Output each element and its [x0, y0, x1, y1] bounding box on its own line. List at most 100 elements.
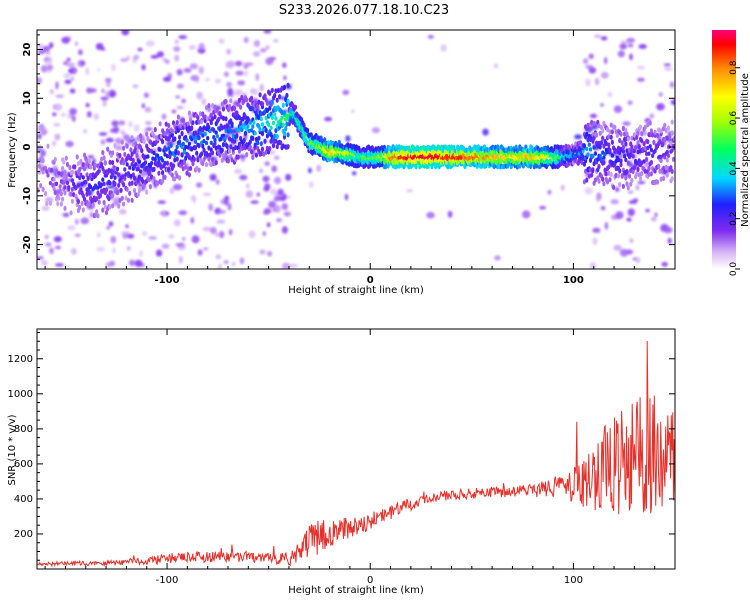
heatmap-cell — [242, 124, 246, 130]
heatmap-cell — [271, 120, 276, 126]
heatmap-cell — [649, 128, 654, 134]
heatmap-cell — [583, 58, 589, 64]
heatmap-cell — [173, 219, 181, 227]
heatmap-cell — [619, 158, 623, 164]
heatmap-cell — [209, 120, 213, 126]
heatmap-cell — [232, 105, 237, 111]
heatmap-cell — [196, 157, 200, 163]
heatmap-cell — [482, 128, 489, 136]
heatmap-cell — [371, 127, 380, 134]
heatmap-cell — [126, 197, 130, 203]
heatmap-cell — [197, 167, 201, 173]
heatmap-cell — [250, 95, 254, 101]
heatmap-cell — [598, 130, 602, 136]
y-tick-label: 400 — [14, 494, 33, 505]
heatmap-cell — [621, 125, 626, 132]
heatmap-cell — [186, 145, 190, 150]
heatmap-cell — [232, 138, 237, 144]
heatmap-cell — [120, 195, 124, 201]
heatmap-cell — [106, 226, 110, 230]
heatmap-cell — [585, 146, 589, 152]
heatmap-cell — [78, 49, 83, 56]
heatmap-cell — [209, 161, 213, 168]
heatmap-cell — [155, 249, 163, 257]
heatmap-cell — [50, 168, 54, 173]
heatmap-cell — [637, 77, 645, 82]
heatmap-cell — [161, 243, 170, 249]
heatmap-cell — [659, 176, 663, 182]
heatmap-cell — [137, 47, 143, 52]
heatmap-cell — [134, 162, 138, 167]
heatmap-cell — [143, 160, 148, 165]
y-tick-label: 1200 — [8, 354, 33, 365]
heatmap-cell — [100, 182, 104, 187]
heatmap-cell — [173, 46, 181, 52]
heatmap-cell — [494, 255, 501, 261]
heatmap-cell — [70, 248, 77, 255]
heatmap-cell — [588, 53, 594, 60]
heatmap-cell — [108, 181, 112, 186]
heatmap-cell — [278, 94, 282, 100]
heatmap-cell — [109, 168, 113, 174]
heatmap-cell — [66, 57, 71, 62]
heatmap-cell — [137, 174, 141, 180]
heatmap-cell — [582, 179, 587, 185]
heatmap-cell — [626, 217, 632, 222]
heatmap-cell — [600, 36, 608, 41]
heatmap-cell — [414, 164, 418, 170]
heatmap-cell — [191, 161, 195, 167]
heatmap-cell — [264, 161, 270, 166]
heatmap-cell — [585, 131, 589, 137]
heatmap-cell — [618, 181, 622, 188]
heatmap-cell — [98, 193, 102, 199]
heatmap-cell — [162, 57, 167, 62]
heatmap-cell — [640, 131, 644, 137]
heatmap-cell — [128, 259, 136, 267]
heatmap-cell — [235, 70, 244, 76]
heatmap-cell — [118, 152, 122, 159]
heatmap-cell — [97, 168, 101, 174]
heatmap-cell — [645, 156, 649, 162]
heatmap-cell — [214, 78, 222, 84]
heatmap-cell — [204, 140, 209, 146]
heatmap-cell — [53, 156, 57, 162]
heatmap-cell — [230, 137, 234, 143]
heatmap-cell — [83, 129, 87, 134]
heatmap-cell — [46, 173, 50, 178]
heatmap-cell — [161, 158, 165, 163]
heatmap-cell — [272, 207, 277, 213]
heatmap-cell — [253, 39, 261, 48]
heatmap-cell — [596, 192, 602, 201]
heatmap-cell — [623, 131, 627, 137]
heatmap-cell — [593, 177, 598, 183]
heatmap-cell — [108, 204, 112, 210]
heatmap-cell — [146, 154, 150, 159]
heatmap-cell — [193, 139, 198, 144]
heatmap-cell — [601, 135, 605, 141]
heatmap-cell — [637, 158, 641, 163]
heatmap-cell — [234, 60, 243, 67]
heatmap-cell — [178, 255, 183, 264]
heatmap-cell — [657, 127, 661, 133]
heatmap-cell — [163, 131, 167, 137]
heatmap-cell — [180, 130, 184, 137]
spectrogram-ridge — [37, 82, 675, 219]
heatmap-cell — [68, 165, 72, 171]
heatmap-cell — [656, 103, 665, 111]
heatmap-cell — [73, 164, 77, 170]
heatmap-cell — [53, 123, 61, 127]
heatmap-cell — [245, 97, 249, 103]
heatmap-cell — [273, 196, 281, 202]
heatmap-cell — [619, 248, 629, 257]
heatmap-cell — [616, 145, 621, 151]
heatmap-cell — [640, 138, 644, 144]
heatmap-cell — [167, 146, 171, 151]
heatmap-cell — [120, 129, 125, 135]
heatmap-cell — [176, 83, 184, 89]
heatmap-cell — [201, 133, 205, 138]
heatmap-cell — [635, 185, 640, 191]
heatmap-cell — [102, 199, 106, 206]
heatmap-cell — [670, 176, 674, 182]
heatmap-cell — [117, 172, 121, 177]
heatmap-cell — [602, 143, 606, 149]
